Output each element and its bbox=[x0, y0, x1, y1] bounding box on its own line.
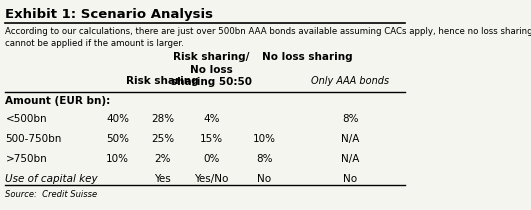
Text: 10%: 10% bbox=[253, 134, 276, 144]
Text: Source:  Credit Suisse: Source: Credit Suisse bbox=[5, 190, 98, 199]
Text: Risk sharing/
No loss
sharing 50:50: Risk sharing/ No loss sharing 50:50 bbox=[171, 52, 252, 87]
Text: N/A: N/A bbox=[341, 154, 359, 164]
Text: 500-750bn: 500-750bn bbox=[5, 134, 62, 144]
Text: Amount (EUR bn):: Amount (EUR bn): bbox=[5, 96, 111, 106]
Text: 2%: 2% bbox=[155, 154, 171, 164]
Text: No: No bbox=[258, 175, 272, 184]
Text: Use of capital key: Use of capital key bbox=[5, 175, 98, 184]
Text: 10%: 10% bbox=[106, 154, 129, 164]
Text: 4%: 4% bbox=[203, 114, 220, 124]
Text: 15%: 15% bbox=[200, 134, 223, 144]
Text: According to our calculations, there are just over 500bn AAA bonds available ass: According to our calculations, there are… bbox=[5, 27, 531, 48]
Text: 8%: 8% bbox=[256, 154, 273, 164]
Text: No loss sharing: No loss sharing bbox=[262, 52, 353, 62]
Text: 28%: 28% bbox=[151, 114, 174, 124]
Text: <500bn: <500bn bbox=[5, 114, 47, 124]
Text: No: No bbox=[343, 175, 357, 184]
Text: 25%: 25% bbox=[151, 134, 174, 144]
Text: 50%: 50% bbox=[106, 134, 129, 144]
Text: 8%: 8% bbox=[342, 114, 358, 124]
Text: Risk sharing: Risk sharing bbox=[126, 76, 199, 86]
Text: Yes/No: Yes/No bbox=[194, 175, 229, 184]
Text: 0%: 0% bbox=[203, 154, 220, 164]
Text: Exhibit 1: Scenario Analysis: Exhibit 1: Scenario Analysis bbox=[5, 8, 213, 21]
Text: >750bn: >750bn bbox=[5, 154, 47, 164]
Text: Yes: Yes bbox=[154, 175, 171, 184]
Text: N/A: N/A bbox=[341, 134, 359, 144]
Text: 40%: 40% bbox=[106, 114, 129, 124]
Text: Only AAA bonds: Only AAA bonds bbox=[311, 76, 389, 86]
